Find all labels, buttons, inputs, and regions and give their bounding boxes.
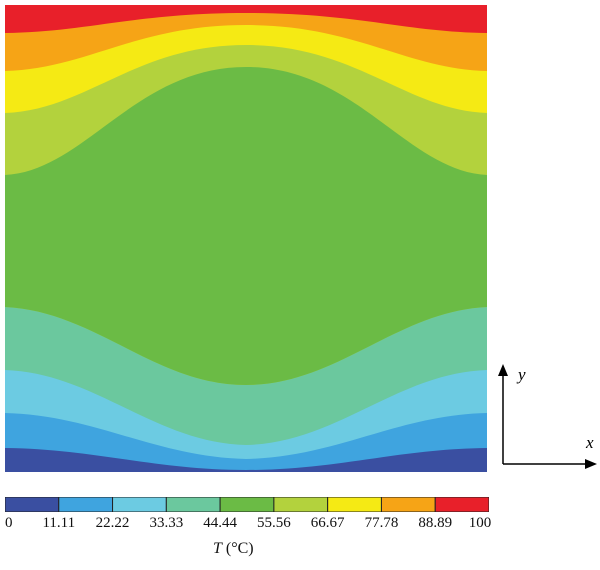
colorbar-tick-label: 44.44 bbox=[203, 515, 237, 531]
colorbar-segment bbox=[58, 497, 114, 512]
colorbar-segment bbox=[434, 497, 489, 512]
colorbar-segment bbox=[327, 497, 382, 512]
colorbar-tick-label: 88.89 bbox=[418, 515, 453, 531]
colorbar-tick-label: 100 bbox=[468, 515, 492, 531]
colorbar-tick-label: 0 bbox=[5, 515, 13, 531]
colorbar-title-unit: (°C) bbox=[225, 540, 254, 557]
contour-band-88-100 bbox=[5, 5, 487, 33]
x-axis-arrowhead bbox=[585, 459, 597, 469]
colorbar-tick-label: 77.78 bbox=[364, 515, 399, 531]
colorbar-tick-label: 22.22 bbox=[95, 515, 130, 531]
colorbar-tick-label: 33.33 bbox=[149, 515, 184, 531]
x-axis-label: x bbox=[585, 433, 594, 452]
colorbar-segment bbox=[5, 497, 60, 512]
colorbar-tick-label: 11.11 bbox=[42, 515, 76, 531]
colorbar-segment bbox=[219, 497, 275, 512]
colorbar-segment bbox=[165, 497, 221, 512]
colorbar-tick-label: 55.56 bbox=[257, 515, 291, 531]
colorbar-segment bbox=[273, 497, 329, 512]
y-axis-label: y bbox=[516, 365, 526, 384]
colorbar-segment bbox=[380, 497, 436, 512]
coordinate-axes-indicator: y x bbox=[498, 364, 597, 469]
contour-band-44-55-center bbox=[5, 67, 487, 385]
colorbar-segment bbox=[112, 497, 167, 512]
contour-band-22-33 bbox=[5, 413, 487, 472]
contour-band-0-11 bbox=[5, 448, 487, 472]
colorbar bbox=[5, 497, 489, 512]
colorbar-title: T (°C) bbox=[213, 540, 254, 558]
contour-band-77-88 bbox=[5, 5, 487, 71]
y-axis-arrowhead bbox=[498, 364, 508, 376]
temperature-contour-plot bbox=[5, 5, 487, 472]
colorbar-tick-label: 66.67 bbox=[310, 515, 345, 531]
colorbar-title-variable: T bbox=[213, 540, 222, 557]
